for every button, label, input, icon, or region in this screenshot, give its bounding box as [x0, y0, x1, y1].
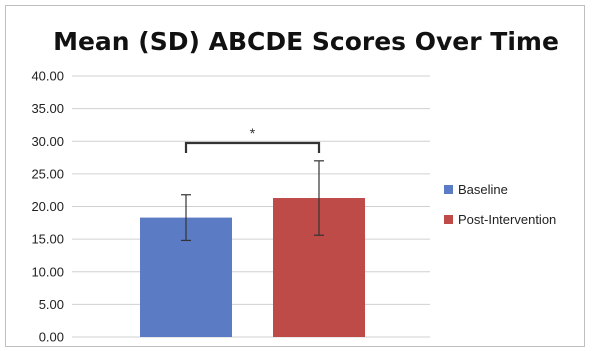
y-tick-label: 15.00 — [31, 232, 64, 247]
bars — [140, 198, 365, 337]
gridlines — [72, 75, 430, 338]
y-tick-label: 10.00 — [31, 264, 64, 279]
error-bar-post-intervention — [314, 160, 324, 236]
legend-item-post-intervention: Post-Intervention — [444, 212, 556, 227]
legend: Baseline Post-Intervention — [444, 182, 556, 227]
significance-annotation: * — [184, 125, 321, 153]
y-tick-label: 5.00 — [39, 297, 64, 312]
legend-label: Post-Intervention — [458, 212, 556, 227]
y-tick-label: 40.00 — [31, 69, 64, 84]
significance-bracket — [184, 141, 321, 153]
y-tick-label: 35.00 — [31, 101, 64, 116]
chart-title: Mean (SD) ABCDE Scores Over Time — [53, 27, 559, 56]
legend-swatch — [444, 215, 453, 224]
significance-marker: * — [250, 125, 256, 141]
error-bars — [181, 160, 324, 242]
y-tick-label: 0.00 — [39, 330, 64, 345]
legend-label: Baseline — [458, 182, 508, 197]
y-tick-label: 20.00 — [31, 199, 64, 214]
legend-swatch — [444, 185, 453, 194]
error-bar-baseline — [181, 194, 191, 242]
y-axis-ticks: 0.00 5.00 10.00 15.00 20.00 25.00 30.00 35.00 40… — [31, 69, 64, 345]
legend-item-baseline: Baseline — [444, 182, 508, 197]
y-tick-label: 25.00 — [31, 166, 64, 181]
y-tick-label: 30.00 — [31, 134, 64, 149]
